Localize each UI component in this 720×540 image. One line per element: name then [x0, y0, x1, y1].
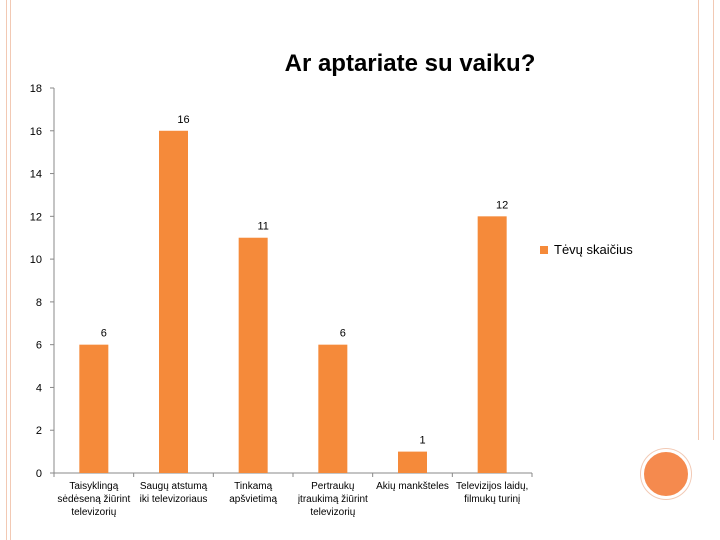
y-tick-label: 16 — [30, 126, 42, 138]
legend: Tėvų skaičius — [540, 242, 633, 257]
y-tick-label: 0 — [36, 468, 42, 480]
legend-swatch — [540, 245, 548, 254]
bar — [79, 344, 109, 473]
y-tick-label: 8 — [36, 297, 42, 309]
x-tick-label: Saugų atstumą iki televizoriaus — [140, 481, 208, 505]
data-label: 6 — [340, 328, 346, 340]
x-tick-label: Tinkamą apšvietimą — [229, 481, 277, 505]
y-tick-label: 18 — [30, 83, 42, 95]
y-tick-label: 2 — [36, 425, 42, 437]
data-label: 1 — [419, 435, 425, 447]
x-tick-label: Taisyklingą sėdėseną žiūrint televizorių — [57, 481, 130, 518]
y-tick-label: 6 — [36, 340, 42, 352]
bar — [238, 237, 268, 473]
slide-frame-right — [698, 0, 714, 440]
chart-title: Ar aptariate su vaiku? — [284, 50, 536, 77]
decorative-circle — [641, 449, 691, 499]
data-label: 11 — [257, 221, 268, 233]
y-tick-label: 12 — [30, 211, 42, 223]
bar — [477, 216, 507, 474]
bar — [159, 130, 188, 473]
x-tick-label: Televizijos laidų, filmukų turinį — [456, 481, 528, 505]
legend-label: Tėvų skaičius — [554, 242, 633, 257]
slide-frame-left-inner — [10, 0, 11, 540]
slide-frame-left — [6, 0, 7, 540]
bar — [398, 451, 427, 473]
data-label: 6 — [101, 328, 107, 340]
y-tick-label: 4 — [36, 382, 42, 394]
data-label: 12 — [496, 199, 508, 211]
y-tick-label: 14 — [30, 169, 42, 181]
data-label: 16 — [177, 114, 189, 126]
x-tick-label: Pertraukų įtraukimą žiūrint televizorių — [298, 481, 368, 518]
bar — [318, 344, 348, 473]
x-tick-label: Akių mankšteles — [376, 481, 449, 492]
y-tick-label: 10 — [30, 254, 42, 266]
